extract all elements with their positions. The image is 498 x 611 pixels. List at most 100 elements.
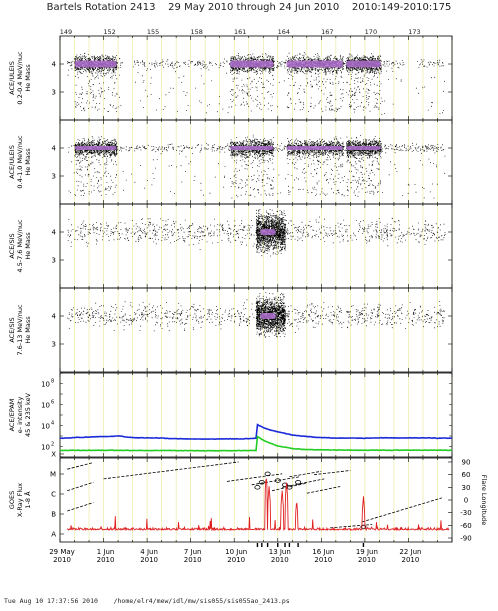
flare-marker	[258, 480, 265, 485]
xray-flux-line	[66, 478, 450, 532]
y-tick-exponent: 6	[51, 400, 54, 406]
flare-track	[103, 461, 239, 480]
y-tick-exponent: 4	[51, 421, 54, 427]
flare-marker	[295, 480, 302, 485]
goes-class-label: C	[51, 491, 56, 499]
scatter-panel-1: 43	[52, 52, 452, 115]
y-axis-label: He Mass	[24, 316, 32, 344]
top-tick-label: 173	[408, 28, 420, 36]
x-tick-label-year: 2010	[53, 556, 71, 564]
y-tick-label: 3	[52, 173, 56, 181]
y-tick-exponent: 8	[51, 379, 54, 385]
y-axis-label: ACE/ULEIS	[8, 61, 16, 95]
top-tick-label: 170	[365, 28, 377, 36]
longitude-tick-label: 90	[462, 459, 471, 467]
y-tick-label: 3	[52, 341, 56, 349]
panel-1: ACE/ULEIS 0.2-0.4 MeV/nuc He Mass	[8, 35, 453, 121]
flare-track	[314, 470, 351, 476]
epam-235kev-line	[60, 423, 453, 441]
flare-track	[67, 462, 93, 470]
x-tick-label-day: 16 Jun	[312, 548, 334, 556]
flare-track	[226, 473, 283, 482]
scatter-panel-3: 43	[52, 209, 452, 265]
panel-3: ACE/SIS 4.5-7.6 MeV/nuc He Mass	[8, 203, 453, 289]
y-axis-label: GOES	[8, 491, 16, 509]
flare-track	[306, 486, 341, 494]
dense-band	[346, 60, 381, 68]
scatter-panel-4: 43	[52, 292, 452, 349]
y-axis-label: 45 & 235 keV	[24, 392, 32, 436]
x-tick-label-day: 19 Jun	[356, 548, 378, 556]
y-tick-exponent: 2	[51, 442, 54, 448]
x-tick-label-day: 1 Jun	[97, 548, 115, 556]
longitude-tick-label: -90	[460, 535, 471, 543]
x-tick-label-year: 2010	[227, 556, 245, 564]
scatter-panel-2: 43	[52, 134, 452, 199]
footer-text: Tue Aug 10 17:37:56 2010 /home/elr4/mew/…	[4, 597, 290, 605]
y-axis-label: 7.6-13 MeV/nuc	[16, 304, 24, 356]
y-tick-label: 4	[52, 145, 57, 153]
longitude-tick-label: -30	[460, 509, 471, 517]
y-axis-label: ACE/EPAM	[8, 399, 16, 432]
y-axis-label: He Mass	[24, 64, 32, 92]
flare-marker	[274, 478, 281, 483]
y-tick-label: 10	[41, 444, 50, 452]
dense-band	[286, 60, 344, 68]
x-tick-label-year: 2010	[140, 556, 158, 564]
y-axis-label: 0.4-1.0 MeV/nuc	[16, 135, 24, 189]
goes-class-label: B	[51, 511, 56, 519]
panel-2: ACE/ULEIS 0.4-1.0 MeV/nuc He Mass	[8, 119, 453, 205]
dense-band	[286, 146, 344, 150]
y-axis-label: 1-8 Å	[23, 491, 32, 509]
y-axis-label: He Mass	[24, 232, 32, 260]
scatter-points	[67, 292, 445, 338]
longitude-tick-label: 0	[464, 497, 468, 505]
x-tick-label-year: 2010	[314, 556, 332, 564]
flare-track	[67, 481, 94, 492]
scatter-points	[67, 209, 446, 257]
y-axis-label: e- intensity	[16, 397, 24, 434]
goes-class-label: M	[50, 471, 56, 479]
goes-panel: X M C B A 90 60 30 0 -30 -60 -90 Flare Longitude 29 M…	[49, 451, 488, 565]
y-tick-label: 3	[52, 257, 56, 265]
goes-class-label: X	[51, 451, 56, 459]
y-axis-label: 0.2-0.4 MeV/nuc	[16, 51, 24, 105]
flare-track	[361, 497, 442, 523]
dense-band	[74, 146, 117, 150]
panel-4: ACE/SIS 7.6-13 MeV/nuc He Mass	[8, 287, 453, 373]
panel-5: ACE/EPAM e- intensity 45 & 235 keV	[8, 372, 453, 458]
y-axis-label: 4.5-7.6 MeV/nuc	[16, 219, 24, 273]
flare-track	[282, 478, 325, 488]
dense-band	[260, 229, 276, 235]
longitude-tick-label: -60	[460, 522, 471, 530]
flare-marker	[264, 471, 271, 477]
scatter-points	[68, 134, 446, 199]
flare-track	[289, 470, 322, 478]
y-tick-label: 10	[41, 423, 50, 431]
top-tick-label: 164	[278, 28, 290, 36]
y-axis-label: ACE/SIS	[8, 233, 16, 258]
chart-title: Bartels Rotation 2413 29 May 2010 throug…	[46, 2, 452, 13]
x-tick-label-year: 2010	[97, 556, 115, 564]
y-axis-label: He Mass	[24, 148, 32, 176]
flare-track	[67, 502, 94, 512]
top-tick-label: 149	[60, 28, 72, 36]
flare-marker	[282, 482, 289, 487]
dense-band	[346, 146, 381, 150]
y-tick-label: 3	[52, 89, 56, 97]
y-axis-label: X-Ray Flux	[16, 483, 24, 517]
x-tick-label-day: 29 May	[49, 548, 75, 556]
top-tick-label: 155	[147, 28, 159, 36]
top-tick-label: 158	[190, 28, 202, 36]
panel-frame	[59, 35, 453, 121]
dense-band	[229, 60, 274, 68]
dense-band	[74, 60, 117, 68]
y-tick-label: 4	[52, 229, 57, 237]
y-axis-label: ACE/SIS	[8, 317, 16, 342]
flare-marker	[360, 524, 367, 530]
panel-frame	[59, 119, 453, 205]
x-tick-label-year: 2010	[271, 556, 289, 564]
y-tick-label: 10	[41, 402, 50, 410]
